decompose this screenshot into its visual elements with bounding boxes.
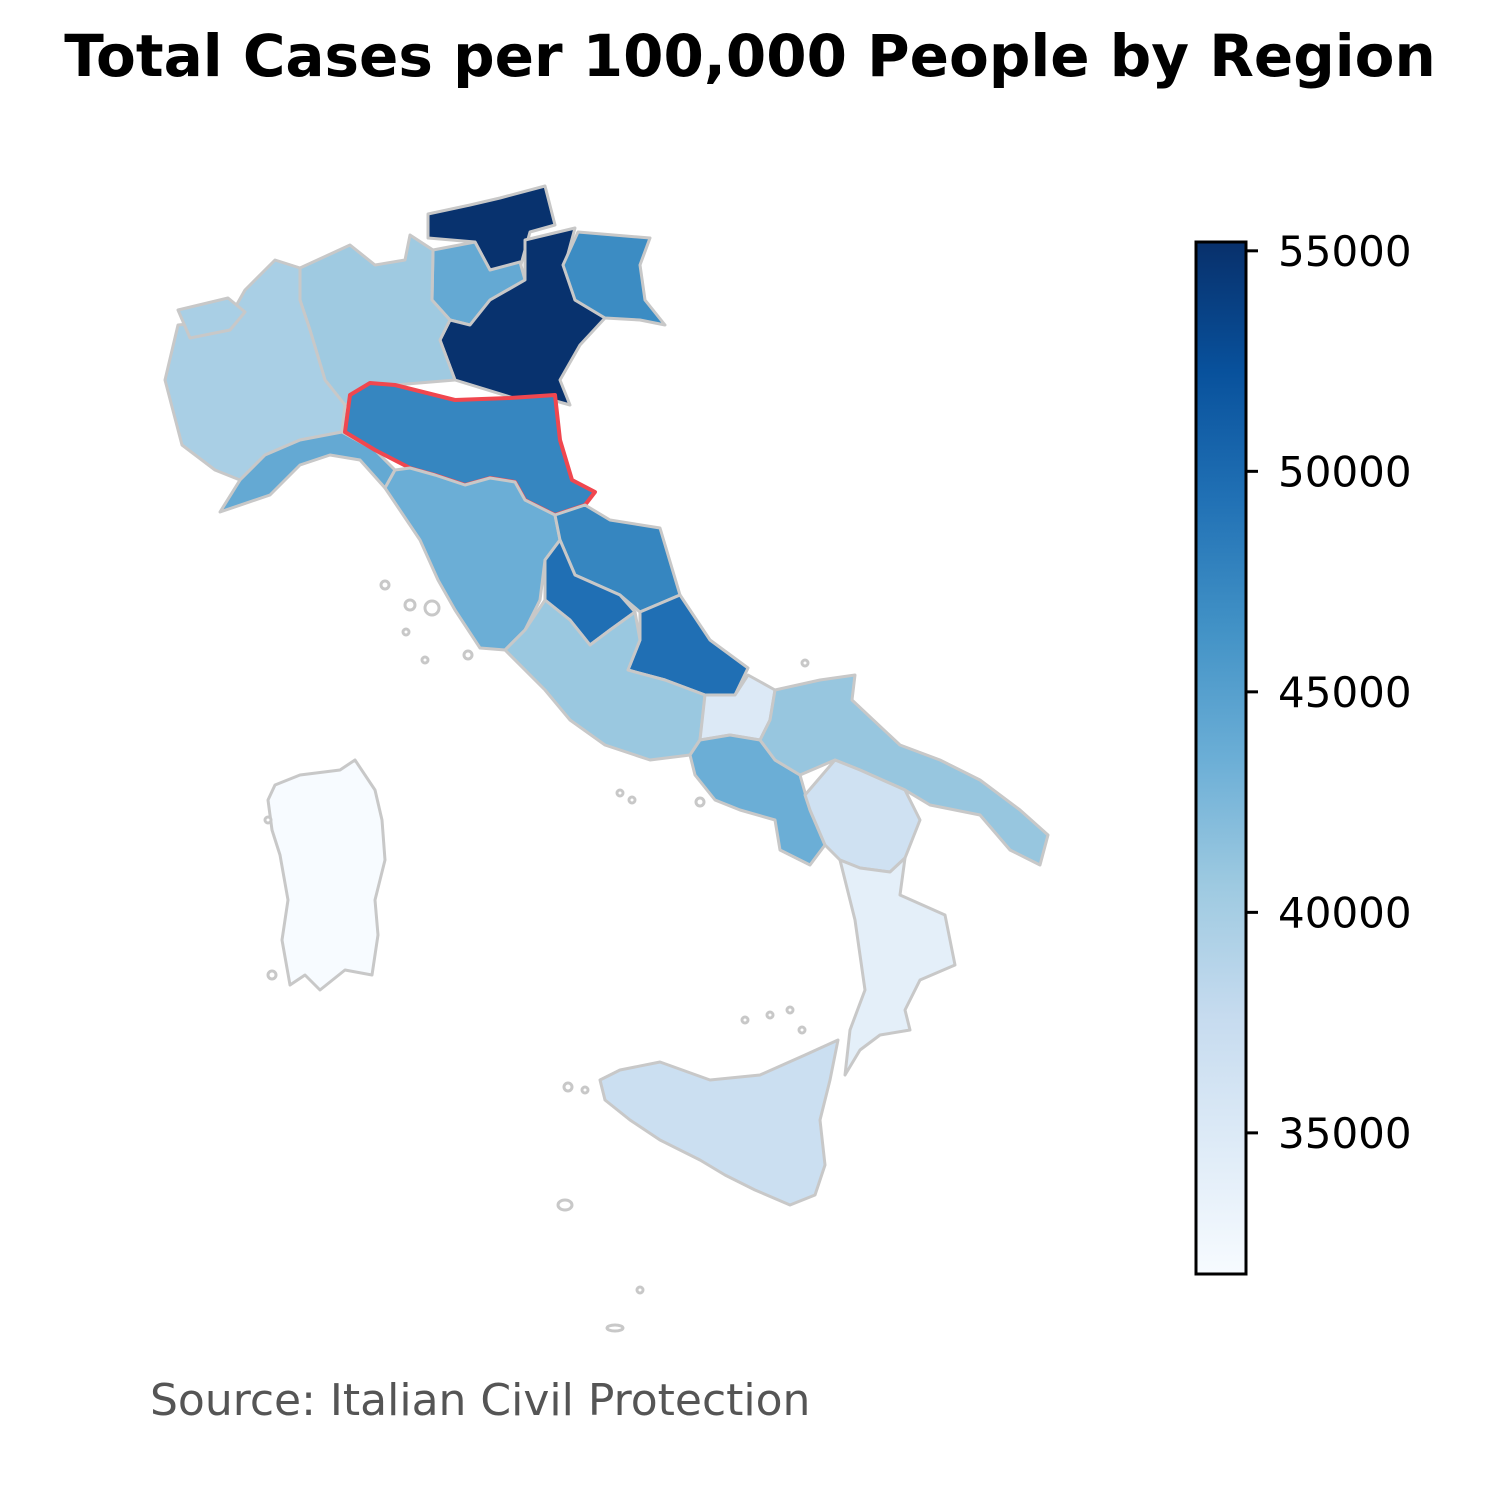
colorbar-ticks: 35000 40000 45000 50000 55000	[1246, 227, 1412, 1158]
region-lazio[interactable]	[503, 598, 707, 762]
italy-map	[163, 184, 1050, 1207]
colorbar-tick-label: 55000	[1278, 227, 1412, 276]
region-trentino-north[interactable]	[426, 184, 557, 272]
small-islands	[263, 579, 810, 1333]
colorbar-tick-label: 50000	[1278, 447, 1412, 496]
region-friuli[interactable]	[561, 230, 667, 327]
region-calabria[interactable]	[838, 856, 957, 1077]
region-aosta[interactable]	[176, 296, 247, 340]
colorbar-tick-label: 45000	[1278, 668, 1412, 717]
map-title: Total Cases per 100,000 People by Region	[64, 22, 1436, 90]
colorbar-tick-label: 40000	[1278, 888, 1412, 937]
colorbar-gradient	[1194, 240, 1248, 1276]
region-sardinia[interactable]	[266, 758, 387, 992]
region-apulia[interactable]	[758, 673, 1050, 867]
region-sicily[interactable]	[598, 1038, 840, 1207]
colorbar: 35000 40000 45000 50000 55000	[1194, 227, 1412, 1276]
source-note: Source: Italian Civil Protection	[150, 1375, 811, 1426]
colorbar-tick-label: 35000	[1278, 1109, 1412, 1158]
